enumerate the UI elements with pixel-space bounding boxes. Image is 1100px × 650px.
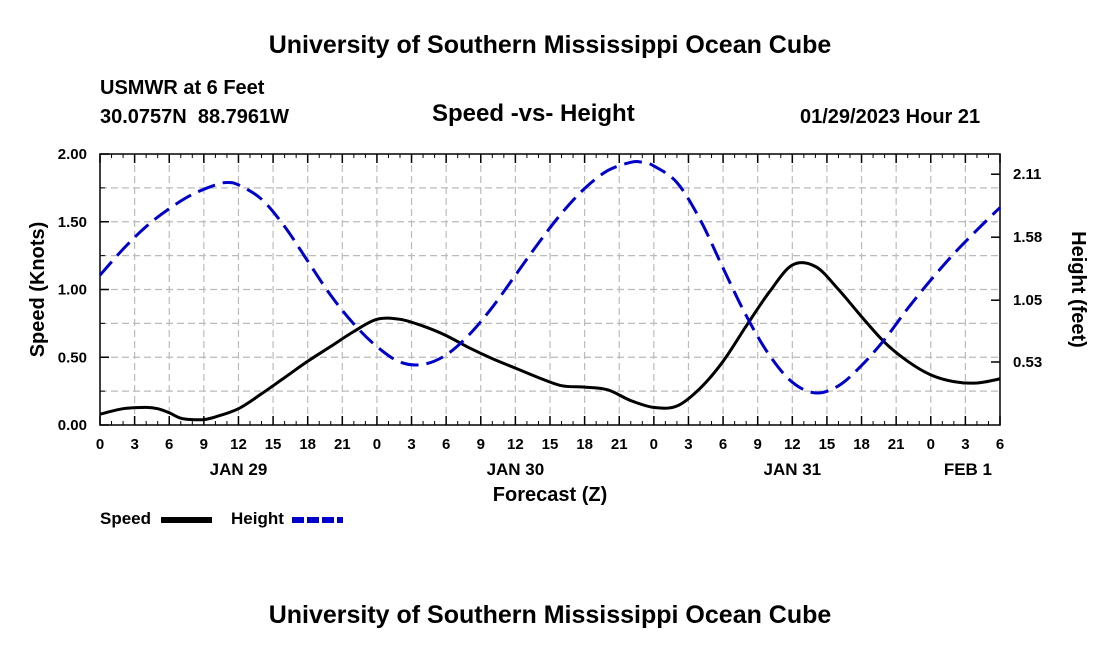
y2-tick-label: 1.05 bbox=[1013, 292, 1042, 309]
x-tick-label: 12 bbox=[784, 436, 801, 453]
legend-label-speed: Speed bbox=[100, 509, 151, 528]
legend-label-height: Height bbox=[231, 509, 284, 528]
y2-tick-label: 1.58 bbox=[1013, 229, 1042, 246]
chart-subtitle: Speed -vs- Height bbox=[432, 100, 635, 127]
x-tick-label: 6 bbox=[996, 436, 1004, 453]
forecast-datetime: 01/29/2023 Hour 21 bbox=[800, 106, 981, 128]
x-tick-label: 3 bbox=[407, 436, 415, 453]
y2-tick-label: 2.11 bbox=[1013, 166, 1041, 183]
y2-axis-title: Height (feet) bbox=[1067, 231, 1089, 348]
date-label: FEB 1 bbox=[944, 460, 992, 479]
station-label: USMWR at 6 Feet bbox=[100, 77, 265, 99]
x-tick-label: 6 bbox=[442, 436, 450, 453]
x-tick-label: 21 bbox=[334, 436, 351, 453]
date-label: JAN 30 bbox=[487, 460, 545, 479]
y-tick-label: 2.00 bbox=[58, 146, 87, 163]
x-tick-label: 9 bbox=[477, 436, 485, 453]
x-tick-label: 12 bbox=[230, 436, 247, 453]
x-tick-label: 15 bbox=[542, 436, 559, 453]
x-tick-label: 0 bbox=[927, 436, 935, 453]
x-tick-label: 6 bbox=[719, 436, 727, 453]
x-tick-label: 15 bbox=[819, 436, 836, 453]
y-axis-title: Speed (Knots) bbox=[27, 222, 49, 358]
date-label: JAN 29 bbox=[210, 460, 268, 479]
height-series-line bbox=[98, 160, 1002, 395]
x-tick-label: 0 bbox=[650, 436, 658, 453]
x-tick-label: 9 bbox=[200, 436, 208, 453]
x-tick-label: 3 bbox=[130, 436, 138, 453]
y-tick-label: 0.50 bbox=[58, 349, 87, 366]
x-tick-label: 0 bbox=[96, 436, 104, 453]
y-tick-label: 0.00 bbox=[58, 417, 87, 434]
x-tick-label: 21 bbox=[611, 436, 628, 453]
x-tick-label: 12 bbox=[507, 436, 524, 453]
x-tick-label: 3 bbox=[684, 436, 692, 453]
x-tick-label: 6 bbox=[165, 436, 173, 453]
page-title: University of Southern Mississippi Ocean… bbox=[268, 31, 832, 59]
y-tick-label: 1.00 bbox=[58, 282, 87, 299]
x-tick-label: 0 bbox=[373, 436, 381, 453]
x-axis-title: Forecast (Z) bbox=[493, 484, 607, 506]
x-tick-label: 9 bbox=[754, 436, 762, 453]
station-coordinates: 30.0757N 88.7961W bbox=[100, 106, 290, 128]
y-tick-label: 1.50 bbox=[58, 214, 87, 231]
date-label: JAN 31 bbox=[763, 460, 821, 479]
y2-tick-label: 0.53 bbox=[1013, 354, 1042, 371]
x-tick-label: 21 bbox=[888, 436, 905, 453]
speed-series-line bbox=[99, 261, 1001, 422]
x-tick-label: 18 bbox=[853, 436, 870, 453]
x-tick-label: 18 bbox=[299, 436, 316, 453]
x-tick-label: 15 bbox=[265, 436, 282, 453]
footer-title: University of Southern Mississippi Ocean… bbox=[268, 601, 832, 629]
x-tick-label: 3 bbox=[961, 436, 969, 453]
x-tick-label: 18 bbox=[576, 436, 593, 453]
